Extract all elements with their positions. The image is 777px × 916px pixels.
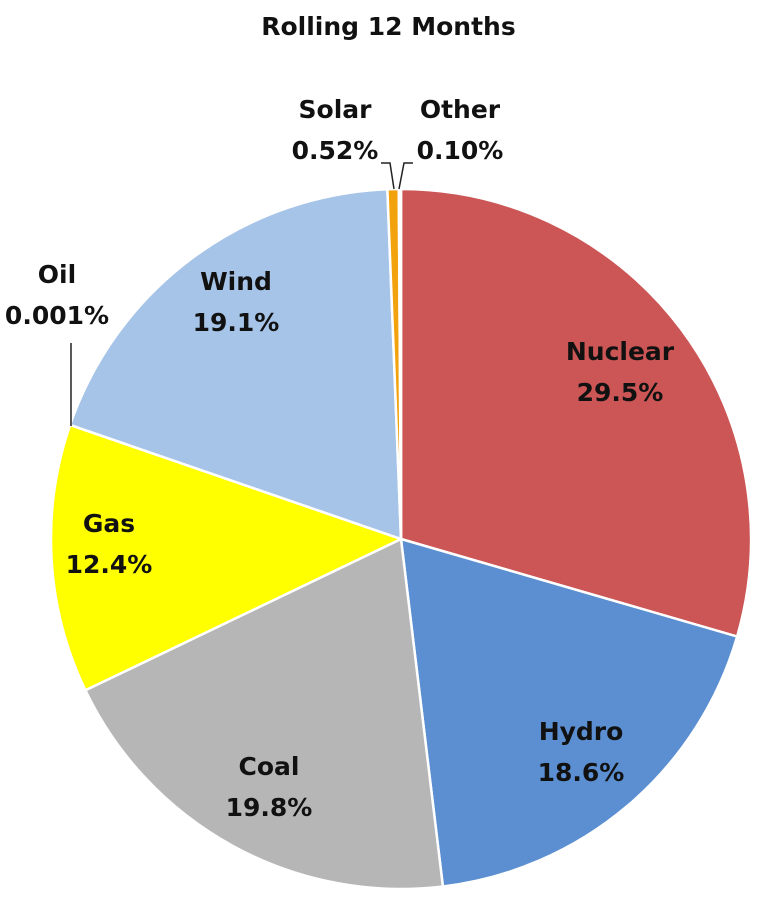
slice-value-solar: 0.52%: [292, 136, 379, 165]
slice-name-solar: Solar: [299, 95, 373, 124]
labels-layer: Nuclear 29.5% Hydro 18.6% Coal 19.8% Gas 12.4% O…: [5, 95, 675, 822]
slice-name-gas: Gas: [83, 509, 135, 538]
pie-slice-other: [397, 187, 403, 541]
leader-line-solar: [381, 162, 395, 190]
slice-value-hydro: 18.6%: [538, 758, 625, 787]
pie-slice-nuclear: [399, 187, 753, 638]
pie-slice-coal: [84, 537, 445, 891]
slice-name-wind: Wind: [200, 267, 272, 296]
slice-value-coal: 19.8%: [226, 793, 313, 822]
slice-value-other: 0.10%: [417, 136, 504, 165]
leader-line-other: [398, 162, 413, 190]
chart-title: Rolling 12 Months: [261, 12, 516, 41]
slice-name-oil: Oil: [38, 260, 76, 289]
pie-slice-wind: [68, 188, 403, 541]
leader-lines: [70, 162, 413, 426]
slices-layer: [49, 187, 753, 891]
slice-value-wind: 19.1%: [193, 308, 280, 337]
slice-name-other: Other: [420, 95, 501, 124]
pie-slice-hydro: [399, 537, 739, 888]
slice-value-oil: 0.001%: [5, 301, 109, 330]
pie-slice-gas: [49, 423, 403, 692]
slice-name-hydro: Hydro: [539, 717, 624, 746]
slice-value-nuclear: 29.5%: [577, 378, 664, 407]
slice-name-coal: Coal: [239, 752, 300, 781]
slice-name-nuclear: Nuclear: [566, 337, 675, 366]
slice-value-gas: 12.4%: [66, 550, 153, 579]
